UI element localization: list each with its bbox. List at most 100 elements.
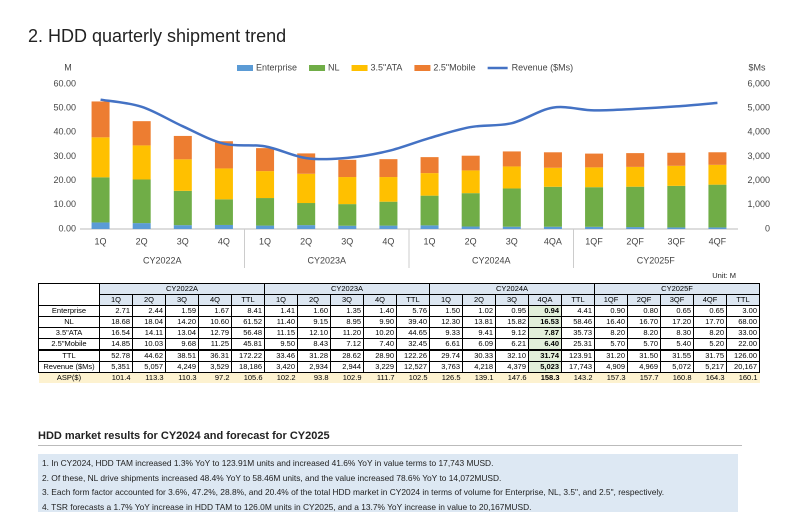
table-cell: 6.61	[429, 338, 463, 351]
y2-tick-label: 1,000	[747, 199, 770, 209]
bar-segment	[132, 179, 151, 224]
table-cell: 16.70	[627, 316, 661, 328]
table-column-header: 1QF	[594, 294, 628, 306]
note-item: 4. TSR forecasts a 1.7% YoY increase in …	[42, 501, 532, 512]
bar-segment	[379, 159, 398, 178]
table-cell: 0.94	[528, 305, 562, 317]
table-cell: 160.1	[726, 372, 760, 383]
table-unit: Unit: M	[712, 271, 736, 280]
table-cell: 4,218	[462, 361, 496, 373]
y2-tick-label: 2,000	[747, 175, 770, 185]
table-cell: 4,379	[495, 361, 529, 373]
bar-segment	[543, 226, 562, 229]
table-cell: 8.43	[297, 338, 331, 351]
legend-label: 2.5"Mobile	[433, 62, 475, 72]
line-series	[100, 98, 718, 161]
table-cell: 17,743	[561, 361, 595, 373]
bar-segment	[256, 171, 275, 199]
table-cell: 4,969	[627, 361, 661, 373]
table-cell: 13.81	[462, 316, 496, 328]
bar-segment	[173, 190, 192, 226]
bar-segment	[708, 184, 727, 228]
table-cell: 9.68	[165, 338, 199, 351]
table-cell: 7.40	[363, 338, 397, 351]
table-cell: 15.82	[495, 316, 529, 328]
x-group-label: CY2025F	[637, 255, 676, 265]
bar-segment	[708, 164, 727, 185]
table-cell: 2.44	[132, 305, 166, 317]
table-cell: 12.10	[297, 327, 331, 339]
table-header-row: 1Q 2Q 3Q 4Q TTL 1Q 2Q 3Q 4Q TTL 1Q 2Q 3Q 4QA TTL 1QF 2QF…	[39, 294, 760, 306]
table-cell: 14.20	[165, 316, 199, 328]
table-cell: 7.87	[528, 327, 562, 339]
table-cell: 0.90	[594, 305, 628, 317]
legend-swatch	[237, 65, 253, 71]
legend-label: Revenue ($Ms)	[512, 62, 574, 72]
table-cell: 158.3	[528, 372, 562, 383]
table-cell: 56.48	[231, 327, 265, 339]
bar-segment	[667, 152, 686, 166]
table-row: 3.5"ATA 16.54 14.11 13.04 12.79 56.48 11.15 12.…	[38, 327, 760, 339]
bar-segment	[708, 152, 727, 165]
table-column-header: 2Q	[462, 294, 496, 306]
table-cell: 126.00	[726, 349, 760, 362]
table-cell: 31.55	[660, 349, 694, 362]
table-group-header: CY2023A	[264, 283, 430, 295]
y2-axis-unit: $Ms	[748, 62, 766, 72]
bar-segment	[338, 204, 357, 226]
table-cell: 6.40	[528, 338, 562, 351]
table-column-header: TTL	[396, 294, 430, 306]
chart: M $Ms 0.00 10.00 20.00 30.00 40.00 50.00 60.00…	[53, 62, 770, 268]
table-cell: 39.40	[396, 316, 430, 328]
table-cell: 16.40	[594, 316, 628, 328]
bar-segment	[543, 167, 562, 187]
table-cell: 14.11	[132, 327, 166, 339]
table-column-header: 3QF	[660, 294, 694, 306]
y-tick-label: 10.00	[53, 199, 76, 209]
table-cell: 0.65	[693, 305, 727, 317]
table-cell: 172.22	[231, 349, 265, 362]
bar-segment	[173, 159, 192, 191]
table-cell: 12,527	[396, 361, 430, 373]
table-cell: 9.12	[495, 327, 529, 339]
x-tick-label: 4QA	[544, 236, 562, 246]
table-row: NL 18.68 18.04 14.20 10.60 61.52 11.40 9.15 8.95…	[38, 316, 760, 328]
bar-segment	[626, 227, 645, 229]
x-tick-label: 1Q	[259, 236, 271, 246]
table-cell: 9.50	[264, 338, 298, 351]
bar-segment	[420, 173, 439, 196]
table-cell: 3,229	[363, 361, 397, 373]
x-tick-label: 2Q	[465, 236, 477, 246]
table-column-header: 1Q	[99, 294, 133, 306]
table-cell: 52.78	[99, 349, 133, 362]
legend-label: 3.5"ATA	[371, 62, 403, 72]
table-cell: 20,167	[726, 361, 760, 373]
table-cell: 35.73	[561, 327, 595, 339]
table-cell: 164.3	[693, 372, 727, 383]
table-header-row: CY2022A CY2023A CY2024A CY2025F	[38, 283, 760, 306]
table-cell: 9.90	[363, 316, 397, 328]
bar-segment	[379, 177, 398, 202]
x-tick-label: 2Q	[136, 236, 148, 246]
table-group-header: CY2024A	[429, 283, 595, 295]
bar-segment	[173, 135, 192, 160]
row-label: 2.5"Mobile	[38, 338, 100, 351]
bar-segment	[461, 170, 480, 194]
notes-heading: HDD market results for CY2024 and foreca…	[38, 430, 742, 446]
table-cell: 3,529	[198, 361, 232, 373]
table-cell: 44.62	[132, 349, 166, 362]
y-tick-label: 0.00	[58, 223, 76, 233]
y2-tick-label: 5,000	[747, 103, 770, 113]
table-cell: 28.90	[363, 349, 397, 362]
bar-segment	[132, 223, 151, 229]
table-column-header: 4QF	[693, 294, 727, 306]
table-row: TTL 52.78 44.62 38.51 36.31 172.22 33.46 31.28 2…	[38, 349, 760, 362]
table-cell: 126.5	[429, 372, 463, 383]
x-tick-label: 4Q	[218, 236, 230, 246]
bar-segment	[338, 177, 357, 205]
bar-segment	[91, 177, 110, 223]
x-group-label: CY2023A	[307, 255, 346, 265]
bar-segment	[91, 101, 110, 138]
table-column-header: 1Q	[264, 294, 298, 306]
